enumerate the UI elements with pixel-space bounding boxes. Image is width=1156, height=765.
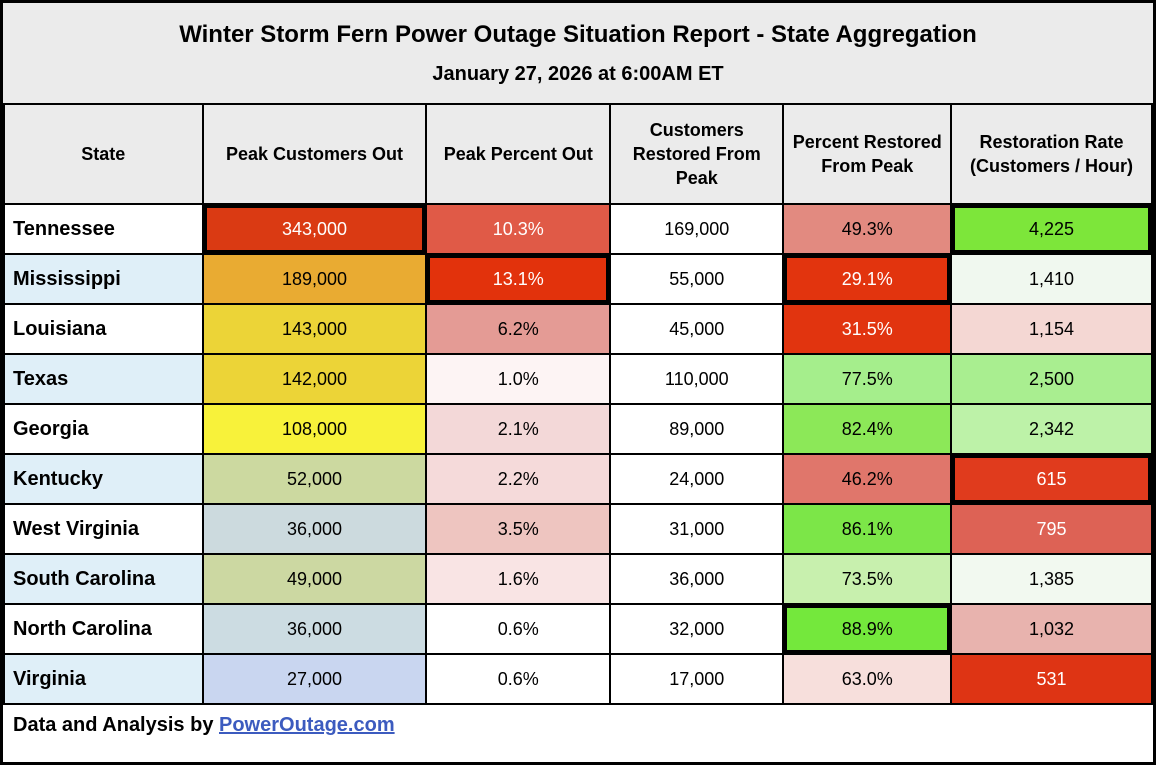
cell-state: West Virginia (3, 503, 204, 555)
table-row: Texas 142,000 1.0% 110,000 77.5% 2,500 (3, 353, 1153, 405)
cell-state: Georgia (3, 403, 204, 455)
table-row: Virginia 27,000 0.6% 17,000 63.0% 531 (3, 653, 1153, 705)
cell-percent-restored-from-peak: 77.5% (782, 353, 953, 405)
cell-customers-restored-from-peak: 89,000 (609, 403, 785, 455)
cell-peak-percent-out: 6.2% (425, 303, 612, 355)
cell-customers-restored-from-peak: 24,000 (609, 453, 785, 505)
cell-customers-restored-from-peak: 32,000 (609, 603, 785, 655)
page-title: Winter Storm Fern Power Outage Situation… (179, 20, 977, 48)
cell-peak-customers-out: 27,000 (201, 653, 428, 705)
table-row: Mississippi 189,000 13.1% 55,000 29.1% 1,410 (3, 253, 1153, 305)
cell-state: Texas (3, 353, 204, 405)
cell-customers-restored-from-peak: 36,000 (609, 553, 785, 605)
cell-peak-customers-out: 108,000 (201, 403, 428, 455)
cell-peak-percent-out: 10.3% (425, 203, 612, 255)
cell-restoration-rate: 1,410 (950, 253, 1153, 305)
table-row: South Carolina 49,000 1.6% 36,000 73.5% 1,385 (3, 553, 1153, 605)
cell-restoration-rate: 1,032 (950, 603, 1153, 655)
table-row: Kentucky 52,000 2.2% 24,000 46.2% 615 (3, 453, 1153, 505)
cell-peak-customers-out: 36,000 (201, 603, 428, 655)
column-header-percent-restored-from-peak: Percent Restored From Peak (782, 103, 953, 205)
cell-restoration-rate: 1,385 (950, 553, 1153, 605)
cell-peak-percent-out: 3.5% (425, 503, 612, 555)
cell-percent-restored-from-peak: 63.0% (782, 653, 953, 705)
cell-peak-percent-out: 2.1% (425, 403, 612, 455)
cell-customers-restored-from-peak: 55,000 (609, 253, 785, 305)
column-header-state: State (3, 103, 204, 205)
column-header-peak-percent-out: Peak Percent Out (425, 103, 612, 205)
cell-state: Louisiana (3, 303, 204, 355)
cell-restoration-rate: 615 (950, 453, 1153, 505)
cell-restoration-rate: 1,154 (950, 303, 1153, 355)
cell-state: North Carolina (3, 603, 204, 655)
table-row: Tennessee 343,000 10.3% 169,000 49.3% 4,225 (3, 203, 1153, 255)
table-row: North Carolina 36,000 0.6% 32,000 88.9% 1,032 (3, 603, 1153, 655)
cell-peak-percent-out: 2.2% (425, 453, 612, 505)
cell-peak-percent-out: 1.0% (425, 353, 612, 405)
table-body: Tennessee 343,000 10.3% 169,000 49.3% 4,225 Mi… (3, 203, 1153, 705)
cell-percent-restored-from-peak: 49.3% (782, 203, 953, 255)
cell-percent-restored-from-peak: 88.9% (782, 603, 953, 655)
cell-peak-customers-out: 142,000 (201, 353, 428, 405)
cell-restoration-rate: 531 (950, 653, 1153, 705)
cell-peak-percent-out: 1.6% (425, 553, 612, 605)
cell-restoration-rate: 2,500 (950, 353, 1153, 405)
cell-customers-restored-from-peak: 169,000 (609, 203, 785, 255)
cell-customers-restored-from-peak: 17,000 (609, 653, 785, 705)
cell-percent-restored-from-peak: 46.2% (782, 453, 953, 505)
cell-state: Kentucky (3, 453, 204, 505)
title-block: Winter Storm Fern Power Outage Situation… (3, 3, 1153, 103)
cell-percent-restored-from-peak: 82.4% (782, 403, 953, 455)
cell-state: Mississippi (3, 253, 204, 305)
cell-peak-customers-out: 189,000 (201, 253, 428, 305)
cell-restoration-rate: 4,225 (950, 203, 1153, 255)
cell-customers-restored-from-peak: 45,000 (609, 303, 785, 355)
cell-state: Tennessee (3, 203, 204, 255)
cell-state: South Carolina (3, 553, 204, 605)
credit-line: Data and Analysis by PowerOutage.com (3, 705, 1153, 762)
poweroutage-link[interactable]: PowerOutage.com (219, 714, 395, 736)
cell-percent-restored-from-peak: 86.1% (782, 503, 953, 555)
table-row: West Virginia 36,000 3.5% 31,000 86.1% 795 (3, 503, 1153, 555)
cell-percent-restored-from-peak: 73.5% (782, 553, 953, 605)
cell-peak-percent-out: 13.1% (425, 253, 612, 305)
outage-table: State Peak Customers Out Peak Percent Out C… (3, 103, 1153, 705)
cell-peak-percent-out: 0.6% (425, 603, 612, 655)
cell-peak-customers-out: 343,000 (201, 203, 428, 255)
column-header-restoration-rate: Restoration Rate (Customers / Hour) (950, 103, 1153, 205)
credit-text: Data and Analysis by (13, 714, 219, 736)
table-row: Louisiana 143,000 6.2% 45,000 31.5% 1,154 (3, 303, 1153, 355)
cell-peak-customers-out: 143,000 (201, 303, 428, 355)
column-header-peak-customers-out: Peak Customers Out (201, 103, 428, 205)
cell-percent-restored-from-peak: 29.1% (782, 253, 953, 305)
cell-peak-customers-out: 36,000 (201, 503, 428, 555)
report-date: January 27, 2026 at 6:00AM ET (432, 62, 724, 85)
cell-restoration-rate: 795 (950, 503, 1153, 555)
column-header-customers-restored-from-peak: Customers Restored From Peak (609, 103, 785, 205)
cell-peak-percent-out: 0.6% (425, 653, 612, 705)
table-row: Georgia 108,000 2.1% 89,000 82.4% 2,342 (3, 403, 1153, 455)
cell-peak-customers-out: 49,000 (201, 553, 428, 605)
header-row: State Peak Customers Out Peak Percent Out C… (3, 103, 1153, 205)
cell-restoration-rate: 2,342 (950, 403, 1153, 455)
cell-customers-restored-from-peak: 110,000 (609, 353, 785, 405)
cell-percent-restored-from-peak: 31.5% (782, 303, 953, 355)
cell-state: Virginia (3, 653, 204, 705)
cell-customers-restored-from-peak: 31,000 (609, 503, 785, 555)
cell-peak-customers-out: 52,000 (201, 453, 428, 505)
